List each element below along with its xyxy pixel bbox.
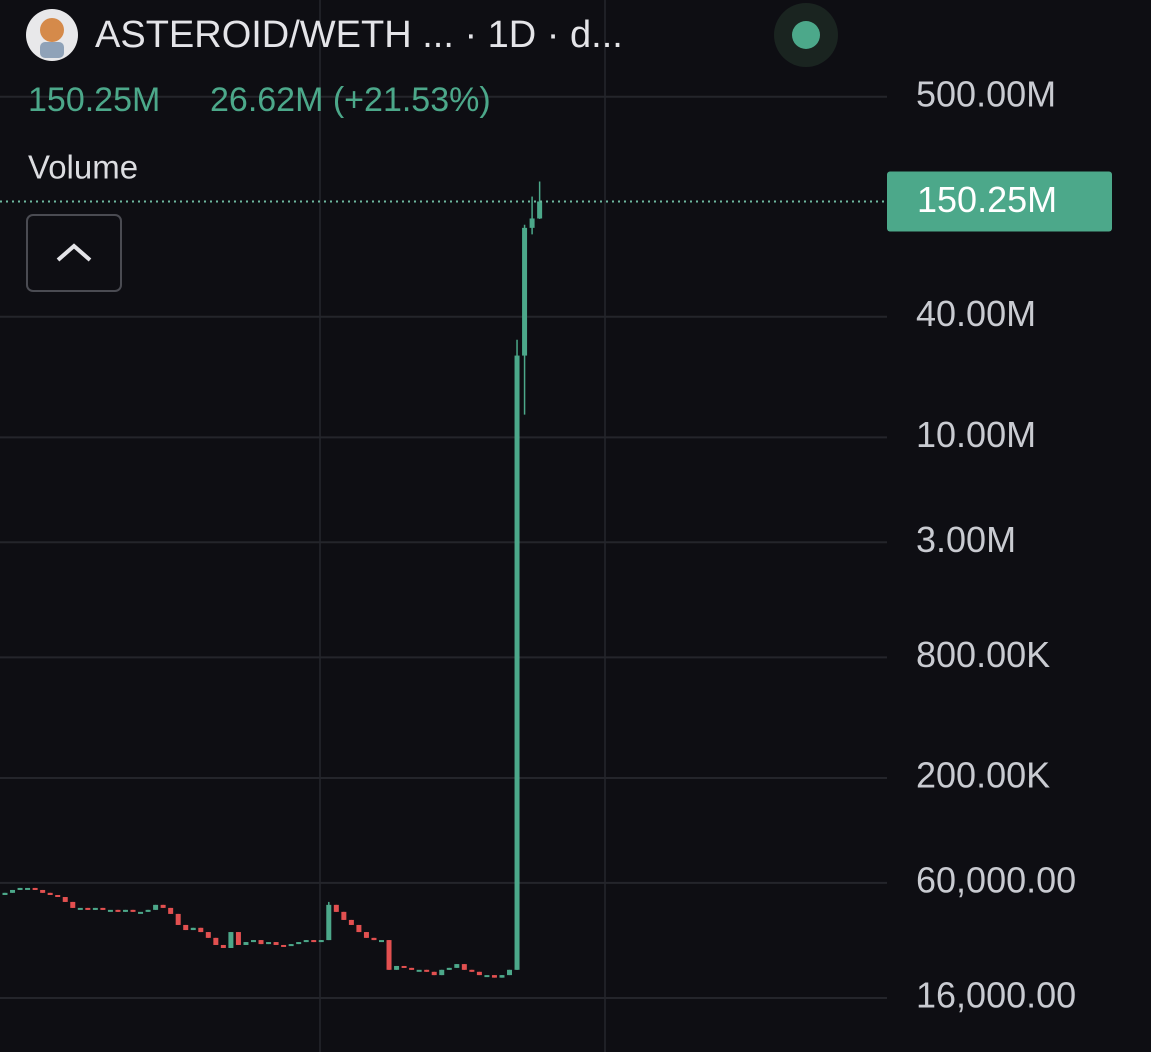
candle-body bbox=[522, 227, 528, 356]
candle-body bbox=[341, 911, 347, 920]
y-tick-label: 800.00K bbox=[916, 634, 1050, 675]
pane-label: Volume bbox=[28, 149, 138, 186]
candle-body bbox=[476, 971, 482, 976]
candle-body bbox=[333, 904, 339, 912]
candle-body bbox=[379, 940, 384, 943]
candle-body bbox=[100, 907, 106, 910]
candle-body bbox=[469, 969, 475, 972]
candle-body bbox=[153, 904, 159, 910]
last-price-tag bbox=[887, 171, 1112, 232]
candle-body bbox=[115, 909, 121, 912]
candle-body bbox=[424, 969, 430, 972]
y-tick-label: 500.00M bbox=[916, 73, 1056, 114]
collapse-button[interactable] bbox=[26, 214, 122, 292]
candle-body bbox=[62, 897, 68, 902]
y-tick-label: 60,000.00 bbox=[916, 859, 1076, 900]
candle-body bbox=[484, 975, 490, 978]
candle-body bbox=[296, 942, 302, 945]
y-tick-label: 40.00M bbox=[916, 293, 1036, 334]
candle-body bbox=[273, 942, 279, 945]
y-tick-label: 16,000.00 bbox=[916, 974, 1076, 1015]
candle-body bbox=[85, 907, 91, 910]
last-value: 150.25M bbox=[28, 81, 160, 119]
candle-body bbox=[77, 907, 83, 910]
candle-body bbox=[168, 907, 174, 914]
candle-body bbox=[70, 901, 76, 908]
candle-body bbox=[386, 940, 392, 970]
plot bbox=[0, 181, 887, 978]
candle-body bbox=[461, 964, 467, 970]
candle-body bbox=[122, 909, 128, 912]
header: ASTEROID/WETH ... · 1D · d... 150.25M 26… bbox=[26, 3, 838, 292]
candle-body bbox=[416, 969, 422, 972]
candle-body bbox=[32, 887, 38, 890]
candle-body bbox=[243, 942, 249, 945]
candle-body bbox=[17, 887, 23, 890]
candle-body bbox=[326, 904, 332, 941]
candle-body bbox=[250, 940, 256, 943]
candle-body bbox=[92, 907, 98, 910]
candle-body bbox=[228, 932, 234, 948]
pair-title: ASTEROID/WETH ... · 1D · d... bbox=[95, 14, 623, 56]
candle-body bbox=[401, 965, 407, 968]
candle-body bbox=[439, 969, 445, 976]
candle-body bbox=[507, 969, 513, 976]
candle-body bbox=[288, 944, 294, 947]
candle-body bbox=[311, 940, 317, 943]
candle-body bbox=[356, 924, 362, 933]
candle-body bbox=[213, 937, 219, 945]
candle-body bbox=[446, 967, 452, 970]
candle-body bbox=[220, 944, 226, 948]
candle-body bbox=[491, 975, 497, 978]
candle-body bbox=[266, 942, 272, 945]
candle-body bbox=[40, 889, 46, 893]
candle-body bbox=[205, 932, 211, 938]
candle-body bbox=[198, 927, 204, 933]
token-icon-face bbox=[40, 18, 64, 42]
y-tick-label: 10.00M bbox=[916, 414, 1036, 455]
candle-body bbox=[145, 909, 151, 912]
candle-body bbox=[190, 927, 196, 931]
candle-body bbox=[47, 892, 53, 895]
candle-body bbox=[2, 892, 8, 895]
grid bbox=[0, 0, 887, 1052]
token-icon-body bbox=[40, 42, 64, 58]
candle-body bbox=[235, 932, 241, 945]
candle-body bbox=[537, 201, 543, 219]
change-value: 26.62M (+21.53%) bbox=[210, 81, 491, 119]
candle-body bbox=[394, 965, 400, 970]
candle-body bbox=[431, 971, 437, 976]
last-price-label: 150.25M bbox=[917, 179, 1057, 220]
candle-body bbox=[175, 913, 181, 925]
candle-body bbox=[130, 909, 136, 912]
candle-body bbox=[138, 911, 144, 914]
candle-body bbox=[55, 894, 61, 898]
candle-body bbox=[107, 909, 113, 912]
candle-body bbox=[183, 924, 189, 931]
y-tick-label: 200.00K bbox=[916, 755, 1050, 796]
candle-body bbox=[529, 218, 535, 228]
candle-body bbox=[499, 975, 505, 978]
candle-body bbox=[514, 355, 520, 970]
candle-body bbox=[409, 967, 415, 970]
collapse-chevron bbox=[56, 243, 92, 262]
candle-body bbox=[281, 944, 287, 947]
candle-body bbox=[318, 940, 324, 943]
status-dot bbox=[792, 21, 820, 49]
candle-body bbox=[25, 887, 31, 890]
candle-body bbox=[160, 904, 166, 908]
candle-body bbox=[258, 940, 264, 945]
candle-body bbox=[303, 940, 309, 943]
candle-body bbox=[348, 919, 354, 925]
candle-body bbox=[371, 937, 377, 941]
y-tick-label: 3.00M bbox=[916, 519, 1016, 560]
candle-body bbox=[454, 964, 460, 968]
candle-body bbox=[363, 932, 369, 938]
candle-body bbox=[10, 889, 16, 893]
